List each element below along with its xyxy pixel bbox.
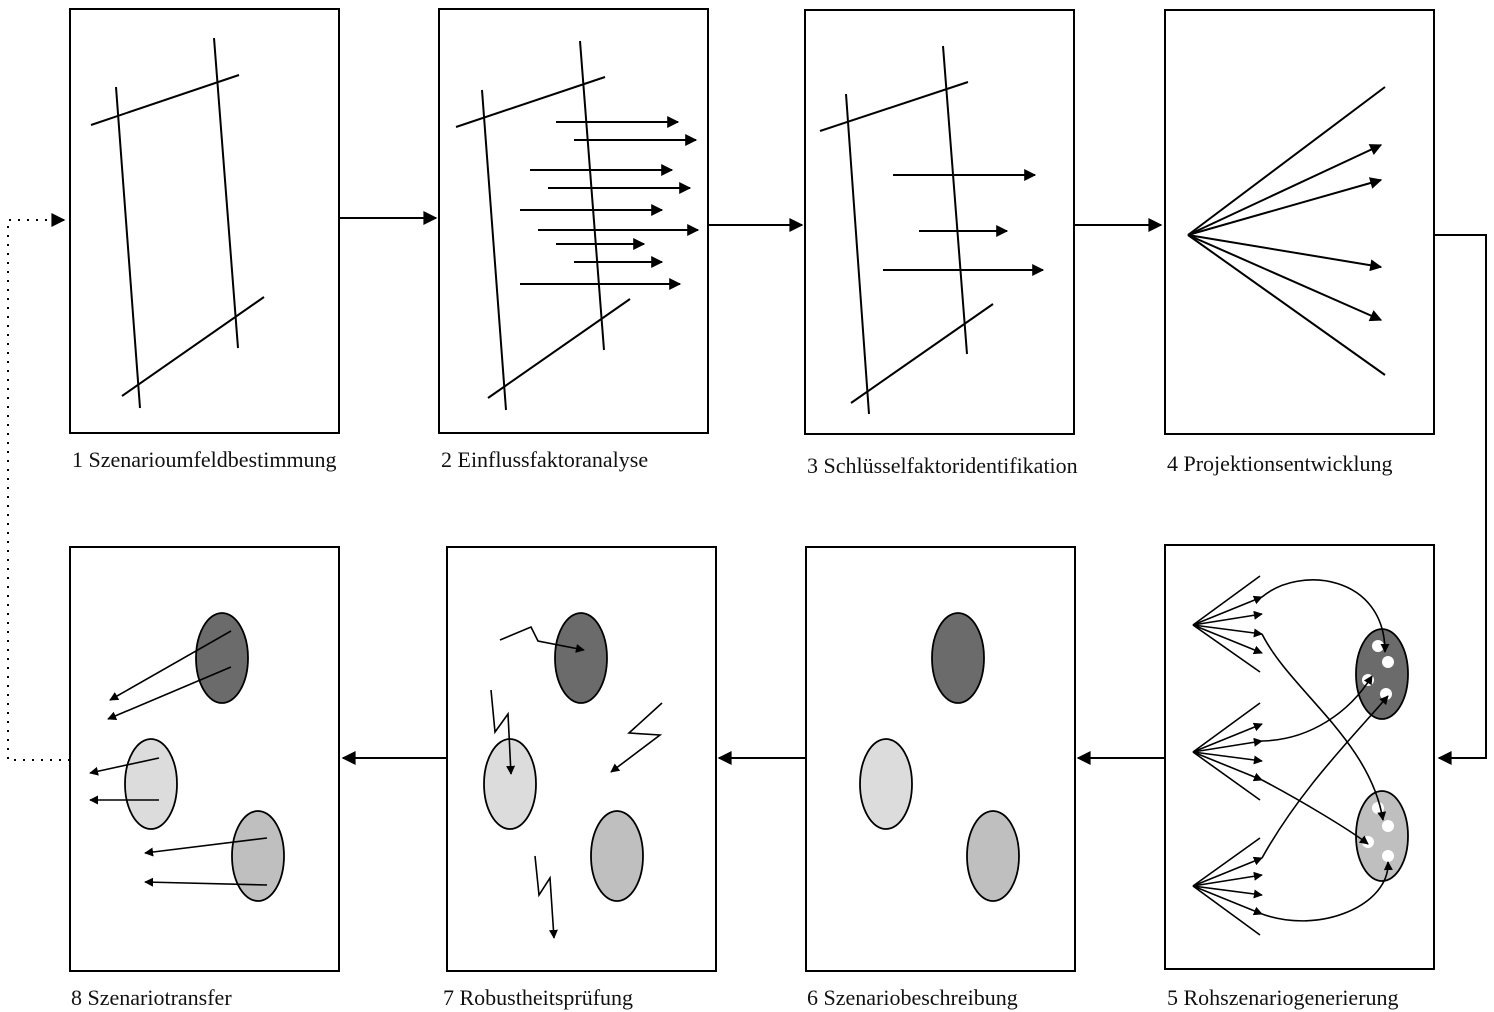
scenario-mid	[966, 810, 1020, 902]
feedback-loop-dotted	[7, 213, 70, 761]
scenario-dark	[195, 612, 249, 704]
step-3-label: 3 Schlüsselfaktoridentifikation	[807, 453, 1078, 478]
step-4: 4 Projektionsentwicklung	[1164, 9, 1435, 476]
step-8: 8 Szenariotransfer	[69, 546, 340, 1010]
scenario-light	[124, 738, 178, 830]
step-7-box	[446, 546, 717, 972]
scenario-dark	[931, 612, 985, 704]
projection-arrows	[1187, 144, 1383, 322]
connector-4-5	[1435, 234, 1487, 765]
step-4-box	[1164, 9, 1435, 435]
scenario-mid	[590, 810, 644, 902]
scenario-mid	[231, 810, 285, 902]
step-2-label: 2 Einflussfaktoranalyse	[441, 447, 648, 472]
step-5: 5 Rohszenariogenerierung	[1164, 544, 1435, 1010]
step-2-box	[438, 8, 709, 434]
step-8-box	[69, 546, 340, 972]
key-factor-arrows	[883, 169, 1045, 276]
step-4-label: 4 Projektionsentwicklung	[1167, 451, 1392, 476]
disruption-lightning-arrows	[490, 625, 663, 939]
step-1: 1 Szenarioumfeldbestimmung	[69, 8, 340, 472]
step-7: 7 Robustheitsprüfung	[443, 546, 717, 1010]
step-6-box	[805, 546, 1076, 972]
step-6: 6 Szenariobeschreibung	[805, 546, 1076, 1010]
step-5-box	[1164, 544, 1435, 970]
scenario-dark	[554, 612, 608, 704]
scenario-light	[859, 738, 913, 830]
connectors	[7, 211, 1487, 765]
step-8-label: 8 Szenariotransfer	[71, 985, 232, 1010]
step-2: 2 Einflussfaktoranalyse	[438, 8, 709, 472]
influence-arrows	[520, 116, 700, 290]
step-7-label: 7 Robustheitsprüfung	[443, 985, 633, 1010]
combination-curves	[1261, 579, 1393, 922]
step-1-label: 1 Szenarioumfeldbestimmung	[72, 447, 337, 472]
step-5-label: 5 Rohszenariogenerierung	[1167, 985, 1399, 1010]
step-1-box	[69, 8, 340, 434]
transfer-arrows	[89, 630, 268, 887]
step-6-label: 6 Szenariobeschreibung	[807, 985, 1018, 1010]
step-3-box	[804, 9, 1075, 435]
step-3: 3 Schlüsselfaktoridentifikation	[804, 9, 1078, 478]
